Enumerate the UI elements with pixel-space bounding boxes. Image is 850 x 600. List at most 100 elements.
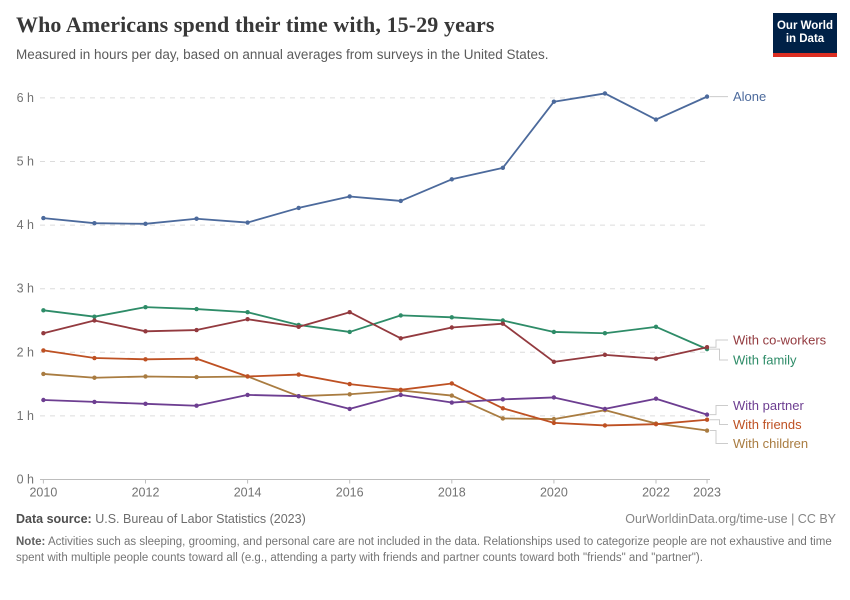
with-family-point	[245, 310, 250, 315]
alone-point	[296, 205, 301, 211]
datasource-row: Data source: U.S. Bureau of Labor Statis…	[16, 512, 836, 526]
alone-point	[653, 117, 659, 122]
x-tick-label: 2012	[132, 486, 160, 500]
with-coworkers-line	[42, 311, 708, 363]
with-partner-point	[41, 397, 46, 403]
with-family-point	[551, 329, 557, 335]
with-partner-point	[194, 403, 199, 408]
time-use-line-chart: 0 h 1 h 2 h 3 h 4 h 5 h 6 h 2010 2012 2014 2016 201…	[17, 89, 827, 500]
x-tick-label: 2014	[234, 486, 262, 500]
alone-point	[704, 94, 710, 99]
alone-point	[143, 221, 148, 227]
legend-connector-with-family	[710, 348, 728, 361]
with-coworkers-point	[449, 325, 454, 330]
with-partner-point	[653, 396, 659, 401]
chart-header: Who Americans spend their time with, 15-…	[16, 12, 760, 62]
x-tick-label: 2010	[29, 486, 57, 500]
alone-point	[41, 215, 46, 221]
with-coworkers-point	[704, 345, 710, 350]
alone-point	[194, 216, 199, 221]
y-tick-label: 3 h	[17, 282, 34, 296]
alone-point	[602, 91, 608, 96]
owid-license-link[interactable]: OurWorldinData.org/time-use | CC BY	[625, 512, 836, 526]
with-coworkers-point	[500, 321, 506, 326]
with-partner-point	[143, 401, 148, 407]
with-partner-point	[500, 397, 506, 402]
note-label: Note:	[16, 536, 46, 548]
with-children-line	[42, 373, 708, 432]
with-partner-point	[449, 400, 454, 405]
alone-point	[500, 165, 506, 171]
with-family-point	[347, 329, 352, 335]
legend-connector-with-friends	[710, 419, 728, 425]
with-friends-point	[500, 406, 506, 411]
datasource-label: Data source:	[16, 512, 92, 526]
with-friends-point	[143, 357, 148, 362]
with-children-point	[92, 375, 97, 380]
legend-label-with-friends[interactable]: With friends	[733, 417, 802, 432]
with-children-point	[41, 371, 46, 377]
with-friends-point	[704, 417, 710, 422]
with-family-point	[398, 313, 403, 318]
with-friends-point	[449, 381, 454, 386]
with-friends-line	[42, 349, 708, 427]
y-tick-label: 6 h	[17, 91, 34, 105]
with-coworkers-point	[41, 331, 46, 336]
with-family-point	[653, 324, 659, 330]
legend-connector-with-partner	[710, 405, 728, 416]
y-tick-label: 1 h	[17, 409, 34, 423]
chart-note: Note: Activities such as sleeping, groom…	[16, 534, 836, 566]
with-coworkers-point	[398, 336, 403, 341]
legend-label-alone[interactable]: Alone	[733, 89, 766, 104]
chart-footer: Data source: U.S. Bureau of Labor Statis…	[16, 512, 836, 566]
alone-point	[92, 220, 97, 226]
with-partner-point	[296, 393, 301, 399]
with-coworkers-point	[653, 356, 659, 361]
with-family-point	[143, 304, 148, 310]
with-coworkers-point	[245, 317, 250, 322]
owid-logo[interactable]: Our World in Data	[773, 13, 837, 57]
with-coworkers-point	[296, 324, 301, 330]
with-friends-point	[602, 423, 608, 428]
x-tick-label: 2023	[693, 486, 721, 500]
legend-label-with-family[interactable]: With family	[733, 353, 797, 368]
with-partner-point	[704, 412, 710, 417]
x-tick-label: 2018	[438, 486, 466, 500]
with-children-point	[551, 416, 557, 422]
legend-connector-with-children	[710, 430, 728, 444]
page-title: Who Americans spend their time with, 15-…	[16, 12, 495, 37]
x-tick-label: 2020	[540, 486, 568, 500]
with-partner-line	[42, 394, 708, 416]
with-children-point	[449, 393, 454, 398]
owid-logo-line1: Our World	[776, 20, 833, 32]
datasource: Data source: U.S. Bureau of Labor Statis…	[16, 512, 306, 526]
x-tick-label: 2016	[336, 486, 364, 500]
with-coworkers-point	[347, 310, 352, 315]
legend-label-with-children[interactable]: With children	[733, 436, 808, 451]
x-tick-label: 2022	[642, 486, 670, 500]
with-family-point	[92, 314, 97, 319]
legend-label-with-coworkers[interactable]: With co-workers	[733, 333, 827, 348]
y-tick-label: 5 h	[17, 155, 34, 169]
y-tick-label: 4 h	[17, 218, 34, 232]
with-friends-point	[194, 356, 199, 361]
chart-subtitle: Measured in hours per day, based on annu…	[16, 47, 549, 62]
y-tick-label: 2 h	[17, 345, 34, 359]
with-coworkers-point	[92, 318, 97, 323]
alone-point	[551, 99, 557, 104]
with-family-point	[500, 318, 506, 323]
legend-connector-with-coworkers	[710, 339, 728, 348]
with-friends-point	[347, 381, 352, 387]
alone-point	[347, 194, 352, 199]
with-partner-point	[92, 399, 97, 405]
with-family-line	[42, 306, 708, 351]
owid-logo-line2: in Data	[785, 33, 825, 45]
legend-label-with-partner[interactable]: With partner	[733, 398, 804, 413]
with-family-point	[194, 306, 199, 312]
alone-point	[449, 177, 454, 182]
with-coworkers-point	[551, 359, 557, 365]
with-friends-point	[551, 420, 557, 426]
alone-point	[245, 220, 250, 225]
with-friends-point	[245, 374, 250, 379]
with-children-point	[194, 374, 199, 380]
